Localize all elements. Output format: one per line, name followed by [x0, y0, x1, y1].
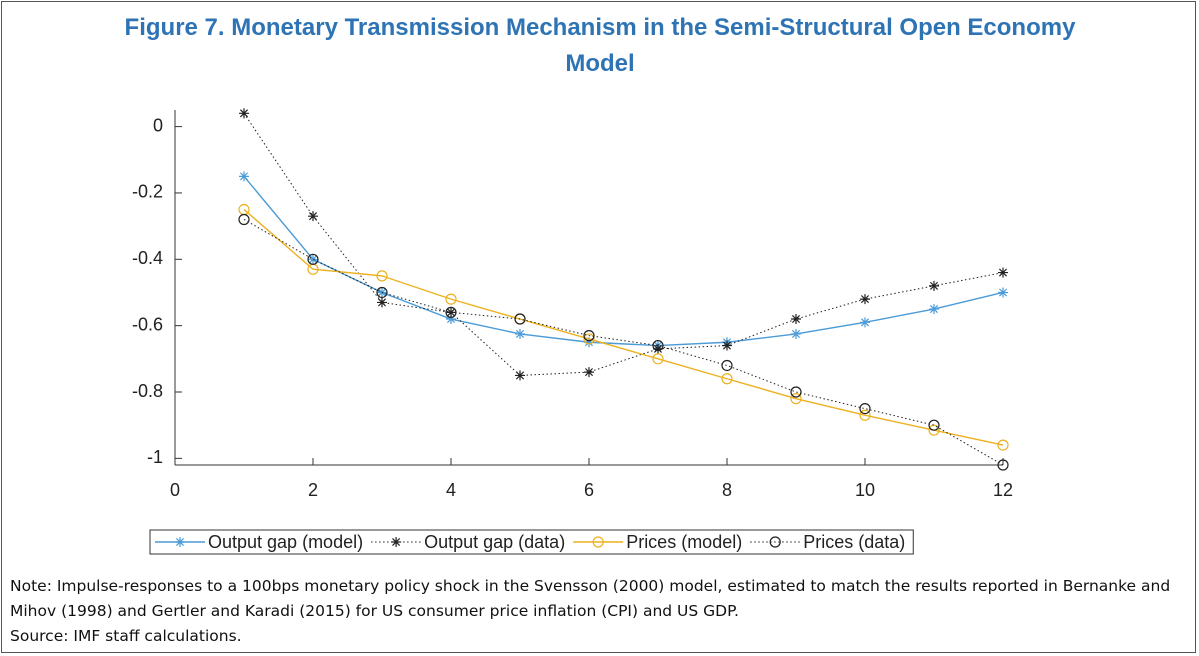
chart-title: Figure 7. Monetary Transmission Mechanis…: [124, 14, 1076, 77]
circle-marker: [859, 402, 871, 415]
circle-marker: [790, 386, 802, 398]
series-line: [243, 209, 1004, 446]
star-marker: [998, 267, 1008, 278]
series-line: [243, 219, 1004, 466]
star-marker: [722, 340, 732, 351]
star-marker: [239, 108, 249, 119]
star-marker: [929, 280, 939, 291]
star-marker: [653, 343, 663, 354]
star-marker: [239, 171, 249, 182]
circle-marker: [583, 333, 595, 345]
circle-marker: [445, 293, 457, 305]
x-tick-label: 2: [308, 480, 318, 500]
legend-box: [149, 529, 914, 555]
note: Note: Impulse-responses to a 100bps mone…: [10, 577, 1171, 620]
star-marker: [308, 211, 318, 222]
star-marker: [584, 367, 594, 378]
star-marker: [791, 314, 801, 325]
note-block: Note: Impulse-responses to a 100bps mone…: [10, 574, 1190, 649]
circle-marker: [652, 353, 664, 365]
circle-marker: [997, 459, 1009, 471]
circle-marker: [592, 536, 604, 548]
circle-marker: [445, 306, 457, 318]
circle-marker: [859, 409, 871, 421]
x-tick-label: 6: [584, 480, 594, 500]
star-marker: [377, 297, 387, 308]
y-tick-label: -0.4: [132, 248, 163, 268]
x-tick-label: 10: [855, 480, 875, 500]
star-marker: [308, 254, 318, 265]
y-tick-label: -0.6: [132, 314, 163, 334]
y-tick-label: 0: [153, 115, 163, 135]
x-tick-label: 0: [170, 480, 180, 500]
legend-label: Prices (data): [803, 532, 905, 552]
y-tick-label: -1: [147, 447, 163, 467]
series-line: [243, 175, 1004, 347]
circle-marker: [376, 270, 388, 282]
star-marker: [391, 537, 402, 547]
star-marker: [515, 328, 525, 339]
legend-label: Prices (model): [626, 532, 742, 552]
star-marker: [860, 317, 870, 328]
x-tick-label: 8: [722, 480, 732, 500]
star-marker: [175, 537, 185, 547]
circle-marker: [997, 439, 1009, 451]
x-tick-label: 12: [993, 480, 1013, 500]
star-marker: [584, 337, 594, 348]
circle-marker: [307, 253, 319, 265]
star-marker: [998, 287, 1008, 298]
circle-marker: [928, 424, 940, 436]
circle-marker: [652, 339, 664, 352]
star-marker: [791, 328, 801, 339]
star-marker: [446, 314, 456, 325]
y-tick-label: -0.2: [132, 182, 163, 202]
series-line: [243, 113, 1004, 376]
circle-marker: [583, 330, 595, 342]
circle-marker: [376, 286, 388, 299]
star-marker: [929, 304, 939, 315]
circle-marker: [514, 313, 526, 325]
circle-marker: [790, 393, 802, 405]
y-tick-label: -0.8: [132, 381, 163, 401]
legend-label: Output gap (data): [424, 532, 565, 552]
legend-label: Output gap (model): [208, 532, 363, 552]
x-tick-label: 4: [446, 480, 456, 500]
circle-marker: [238, 213, 250, 226]
circle-marker: [928, 419, 940, 431]
legend: Output gap (model) Output gap (data) Price…: [149, 529, 914, 555]
star-marker: [860, 294, 870, 305]
circle-marker: [721, 373, 733, 385]
source: Source: IMF staff calculations.: [10, 627, 242, 645]
star-marker: [515, 370, 525, 381]
circle-marker: [769, 536, 781, 548]
circle-marker: [721, 359, 733, 372]
